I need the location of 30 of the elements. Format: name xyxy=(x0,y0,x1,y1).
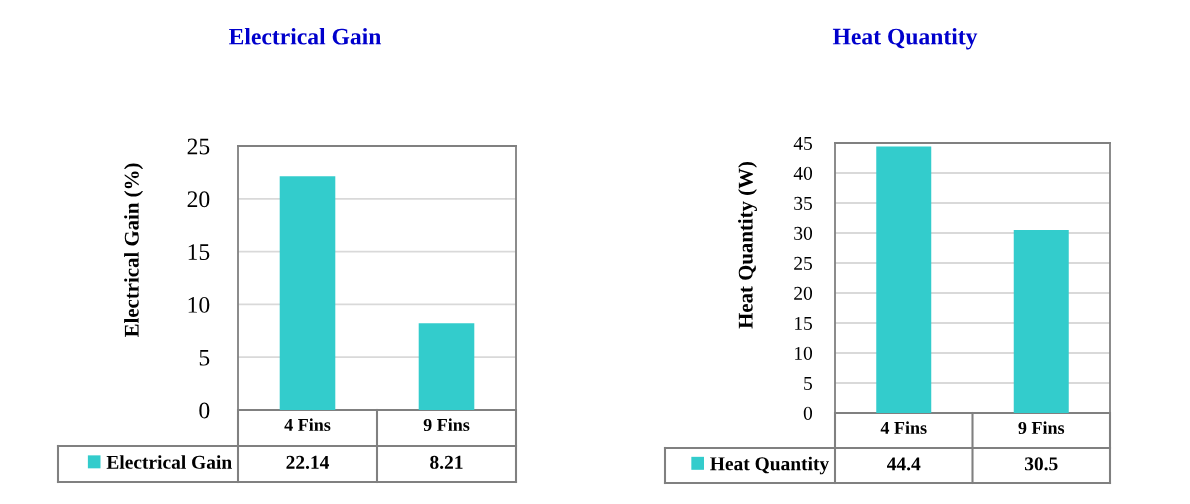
y-tick-label: 30 xyxy=(794,226,813,240)
x-tick-label: 9 Fins xyxy=(423,418,470,432)
y-tick-label: 25 xyxy=(794,256,813,270)
y-tick-label: 15 xyxy=(188,244,210,261)
legend-label: Heat Quantity xyxy=(710,456,829,475)
y-tick-label: 20 xyxy=(187,191,210,208)
y-tick-label: 20 xyxy=(794,286,813,300)
data-label: 30.5 xyxy=(1024,457,1058,471)
y-axis-title: Electrical Gain (%) xyxy=(124,163,143,338)
y-tick-label: 45 xyxy=(793,136,813,150)
y-axis-title: Heat Quantity (W) xyxy=(738,162,757,329)
x-tick-label: 9 Fins xyxy=(1018,421,1065,435)
legend-label: Electrical Gain xyxy=(106,455,232,469)
data-label: 44.4 xyxy=(887,457,921,471)
y-tick-label: 25 xyxy=(187,138,210,155)
data-label: 22.14 xyxy=(286,455,330,469)
x-tick-label: 4 Fins xyxy=(284,418,331,432)
chart-title: Heat Quantity xyxy=(832,27,978,50)
y-tick-label: 35 xyxy=(794,196,813,210)
chart-title: Electrical Gain xyxy=(229,27,382,45)
y-tick-label: 15 xyxy=(795,316,813,330)
y-tick-label: 5 xyxy=(199,349,210,366)
y-tick-label: 40 xyxy=(793,166,813,180)
y-tick-label: 10 xyxy=(188,296,210,313)
y-tick-label: 0 xyxy=(803,406,813,420)
data-label: 8.21 xyxy=(430,455,463,469)
y-tick-label: 5 xyxy=(804,377,813,390)
y-tick-label: 10 xyxy=(795,346,813,360)
y-tick-label: 0 xyxy=(199,402,210,419)
x-tick-label: 4 Fins xyxy=(880,421,927,435)
